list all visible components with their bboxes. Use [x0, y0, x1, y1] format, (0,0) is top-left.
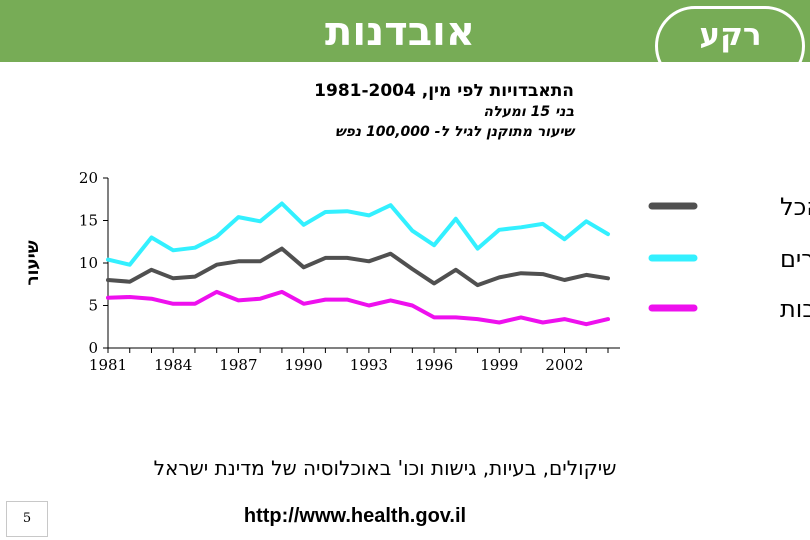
series-line-females	[106, 289, 610, 327]
suicide-rate-chart: 0 5 10 15 20 1981 1984 1987 1990 1993 1996 1999 2002…	[23, 169, 810, 374]
title-band: אובדנות רקע	[0, 0, 810, 62]
y-tick-label-10: 10	[79, 254, 98, 272]
page-number: 5	[6, 501, 48, 537]
y-tick-label-0: 0	[88, 339, 98, 357]
side-title: רקע	[699, 17, 762, 53]
slide-title: אובדנות	[325, 9, 475, 55]
x-tick-label-2002: 2002	[545, 356, 583, 374]
chart-title: התאבדויות לפי מין, 1981-2004	[314, 81, 574, 101]
series-line-total	[106, 246, 610, 288]
x-tick-label-1996: 1996	[415, 356, 453, 374]
chart-series	[106, 201, 610, 327]
x-tick-label-1984: 1984	[154, 356, 192, 374]
side-title-badge: רקע	[655, 6, 805, 62]
chart-subtitle-rate: שיעור מתוקנן לגיל ל- 100,000 נפש	[335, 124, 574, 140]
legend-label-females: נקבות	[780, 295, 810, 323]
y-axis-label: שיעור	[23, 240, 43, 285]
source-url[interactable]: http://www.health.gov.il	[243, 505, 467, 527]
y-tick-label-20: 20	[79, 169, 98, 187]
x-tick-label-1990: 1990	[285, 356, 323, 374]
legend-label-males: זכרים	[780, 245, 810, 273]
x-tick-label-1981: 1981	[89, 356, 127, 374]
x-tick-label-1987: 1987	[219, 356, 257, 374]
series-line-males	[106, 201, 610, 267]
chart-subtitle-age: בני 15 ומעלה	[483, 104, 574, 120]
y-tick-label-15: 15	[79, 212, 98, 230]
chart-legend: סך הכל זכרים נקבות	[648, 193, 810, 323]
footer-area	[48, 498, 810, 540]
chart-axes: 0 5 10 15 20 1981 1984 1987 1990 1993 1996 1999 2002	[79, 169, 620, 374]
x-tick-label-1999: 1999	[480, 356, 518, 374]
y-tick-label-5: 5	[88, 297, 98, 315]
slide-caption: שיקולים, בעיות, גישות וכו' באוכלוסיה של …	[153, 456, 617, 480]
chart-title-block: התאבדויות לפי מין, 1981-2004 בני 15 ומעל…	[254, 80, 574, 142]
legend-label-total: סך הכל	[780, 193, 810, 221]
x-tick-label-1993: 1993	[350, 356, 388, 374]
